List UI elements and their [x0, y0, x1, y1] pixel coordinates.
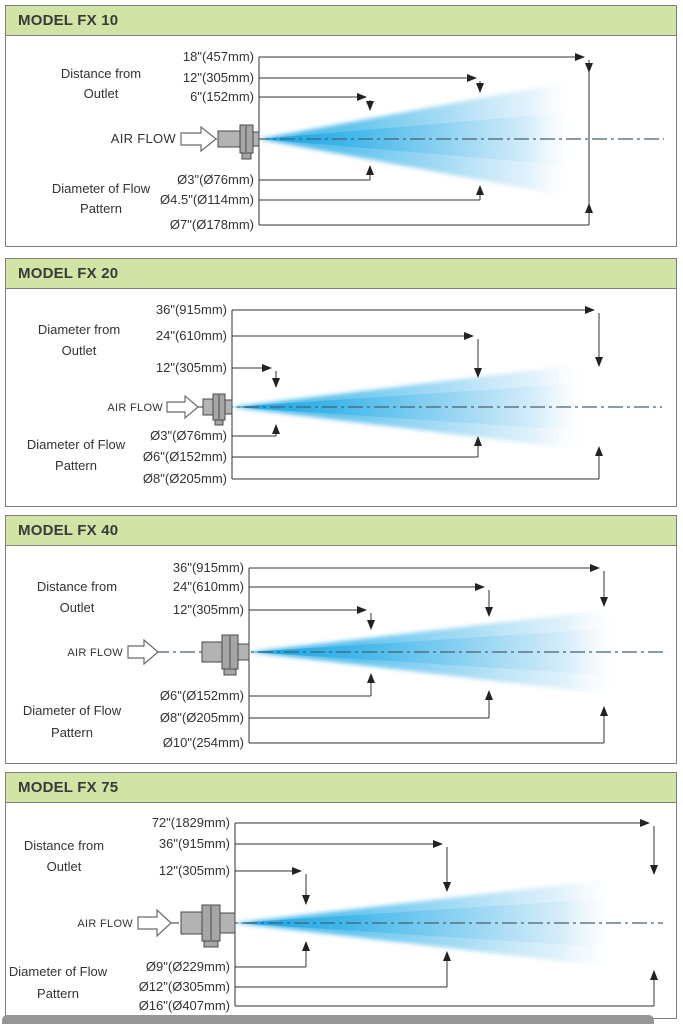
bottom-cutoff-bar [2, 1015, 654, 1024]
diameter-value: Ø3"(Ø76mm) [150, 428, 227, 443]
airflow-arrow-icon [137, 908, 172, 938]
flow-diagram-fx40: AIR FLOW Distance from Outlet 36"(915mm)… [23, 560, 663, 750]
diameter-heading: Pattern [80, 201, 122, 216]
panel-title: MODEL FX 10 [18, 12, 119, 29]
nozzle-icon [180, 904, 236, 948]
distance-value: 72"(1829mm) [152, 815, 230, 830]
distance-value: 12"(305mm) [156, 360, 227, 375]
panel-model-fx20: MODEL FX 20 [5, 258, 677, 507]
diameter-heading: Pattern [51, 725, 93, 740]
airflow-label: AIR FLOW [77, 918, 133, 930]
diameter-value: Ø8"(Ø205mm) [143, 471, 227, 486]
distance-value: 12"(305mm) [173, 602, 244, 617]
diameter-value: Ø3"(Ø76mm) [177, 172, 254, 187]
distance-heading: Outlet [84, 86, 119, 101]
diameter-value: Ø9"(Ø229mm) [146, 959, 230, 974]
diameter-value: Ø6"(Ø152mm) [143, 449, 227, 464]
panel-header: MODEL FX 20 [6, 259, 676, 289]
distance-heading: Diameter from [38, 322, 120, 337]
diameter-heading: Diameter of Flow [9, 964, 108, 979]
dimension-lines [258, 53, 593, 226]
diameter-value: Ø7"(Ø178mm) [170, 217, 254, 232]
airflow-label: AIR FLOW [111, 131, 177, 146]
panel-model-fx40: MODEL FX 40 [5, 515, 677, 764]
flow-diagram-fx10: AIR FLOW Distance from Outlet 18"(457mm)… [52, 49, 664, 232]
panel-header: MODEL FX 40 [6, 516, 676, 546]
diameter-value: Ø10"(254mm) [163, 735, 244, 750]
panel-model-fx75: MODEL FX 75 [5, 772, 677, 1019]
airflow-label: AIR FLOW [107, 402, 163, 414]
panel-model-fx10: MODEL FX 10 [5, 5, 677, 247]
nozzle-icon [201, 634, 250, 676]
airflow-arrow-icon [166, 394, 199, 420]
diameter-value: Ø6"(Ø152mm) [160, 688, 244, 703]
panel-header: MODEL FX 10 [6, 6, 676, 36]
distance-value: 36"(915mm) [173, 560, 244, 575]
panel-title: MODEL FX 20 [18, 265, 119, 282]
distance-heading: Outlet [62, 343, 97, 358]
flow-diagram-fx20: AIR FLOW Diameter from Outlet 36"(915mm)… [27, 302, 662, 486]
diameter-heading: Pattern [55, 458, 97, 473]
diameter-heading: Diameter of Flow [27, 437, 126, 452]
distance-value: 36"(915mm) [159, 836, 230, 851]
distance-value: 12"(305mm) [183, 70, 254, 85]
distance-heading: Outlet [60, 600, 95, 615]
distance-value: 24"(610mm) [156, 328, 227, 343]
diameter-value: Ø4.5"(Ø114mm) [160, 192, 254, 207]
distance-heading: Outlet [47, 859, 82, 874]
diameter-value: Ø16"(Ø407mm) [139, 998, 230, 1013]
flow-diagram-fx75: AIR FLOW Distance from Outlet 72"(1829mm… [9, 815, 663, 1013]
diameter-value: Ø12"(Ø305mm) [139, 979, 230, 994]
airflow-arrow-icon [180, 125, 217, 153]
dimension-lines [231, 306, 603, 480]
distance-heading: Distance from [37, 579, 117, 594]
panel-header: MODEL FX 75 [6, 773, 676, 803]
distance-value: 12"(305mm) [159, 863, 230, 878]
airflow-label: AIR FLOW [67, 647, 123, 659]
panel-title: MODEL FX 40 [18, 522, 119, 539]
distance-value: 18"(457mm) [183, 49, 254, 64]
distance-heading: Distance from [61, 66, 141, 81]
distance-value: 24"(610mm) [173, 579, 244, 594]
dimension-lines [248, 564, 608, 744]
diameter-value: Ø8"(Ø205mm) [160, 710, 244, 725]
panel-title: MODEL FX 75 [18, 779, 119, 796]
distance-heading: Distance from [24, 838, 104, 853]
nozzle-icon [202, 393, 233, 426]
diameter-heading: Diameter of Flow [23, 703, 122, 718]
diameter-heading: Diameter of Flow [52, 181, 151, 196]
airflow-arrow-icon [127, 638, 159, 666]
diameter-heading: Pattern [37, 986, 79, 1001]
nozzle-icon [217, 124, 260, 160]
distance-value: 36"(915mm) [156, 302, 227, 317]
distance-value: 6"(152mm) [190, 89, 254, 104]
